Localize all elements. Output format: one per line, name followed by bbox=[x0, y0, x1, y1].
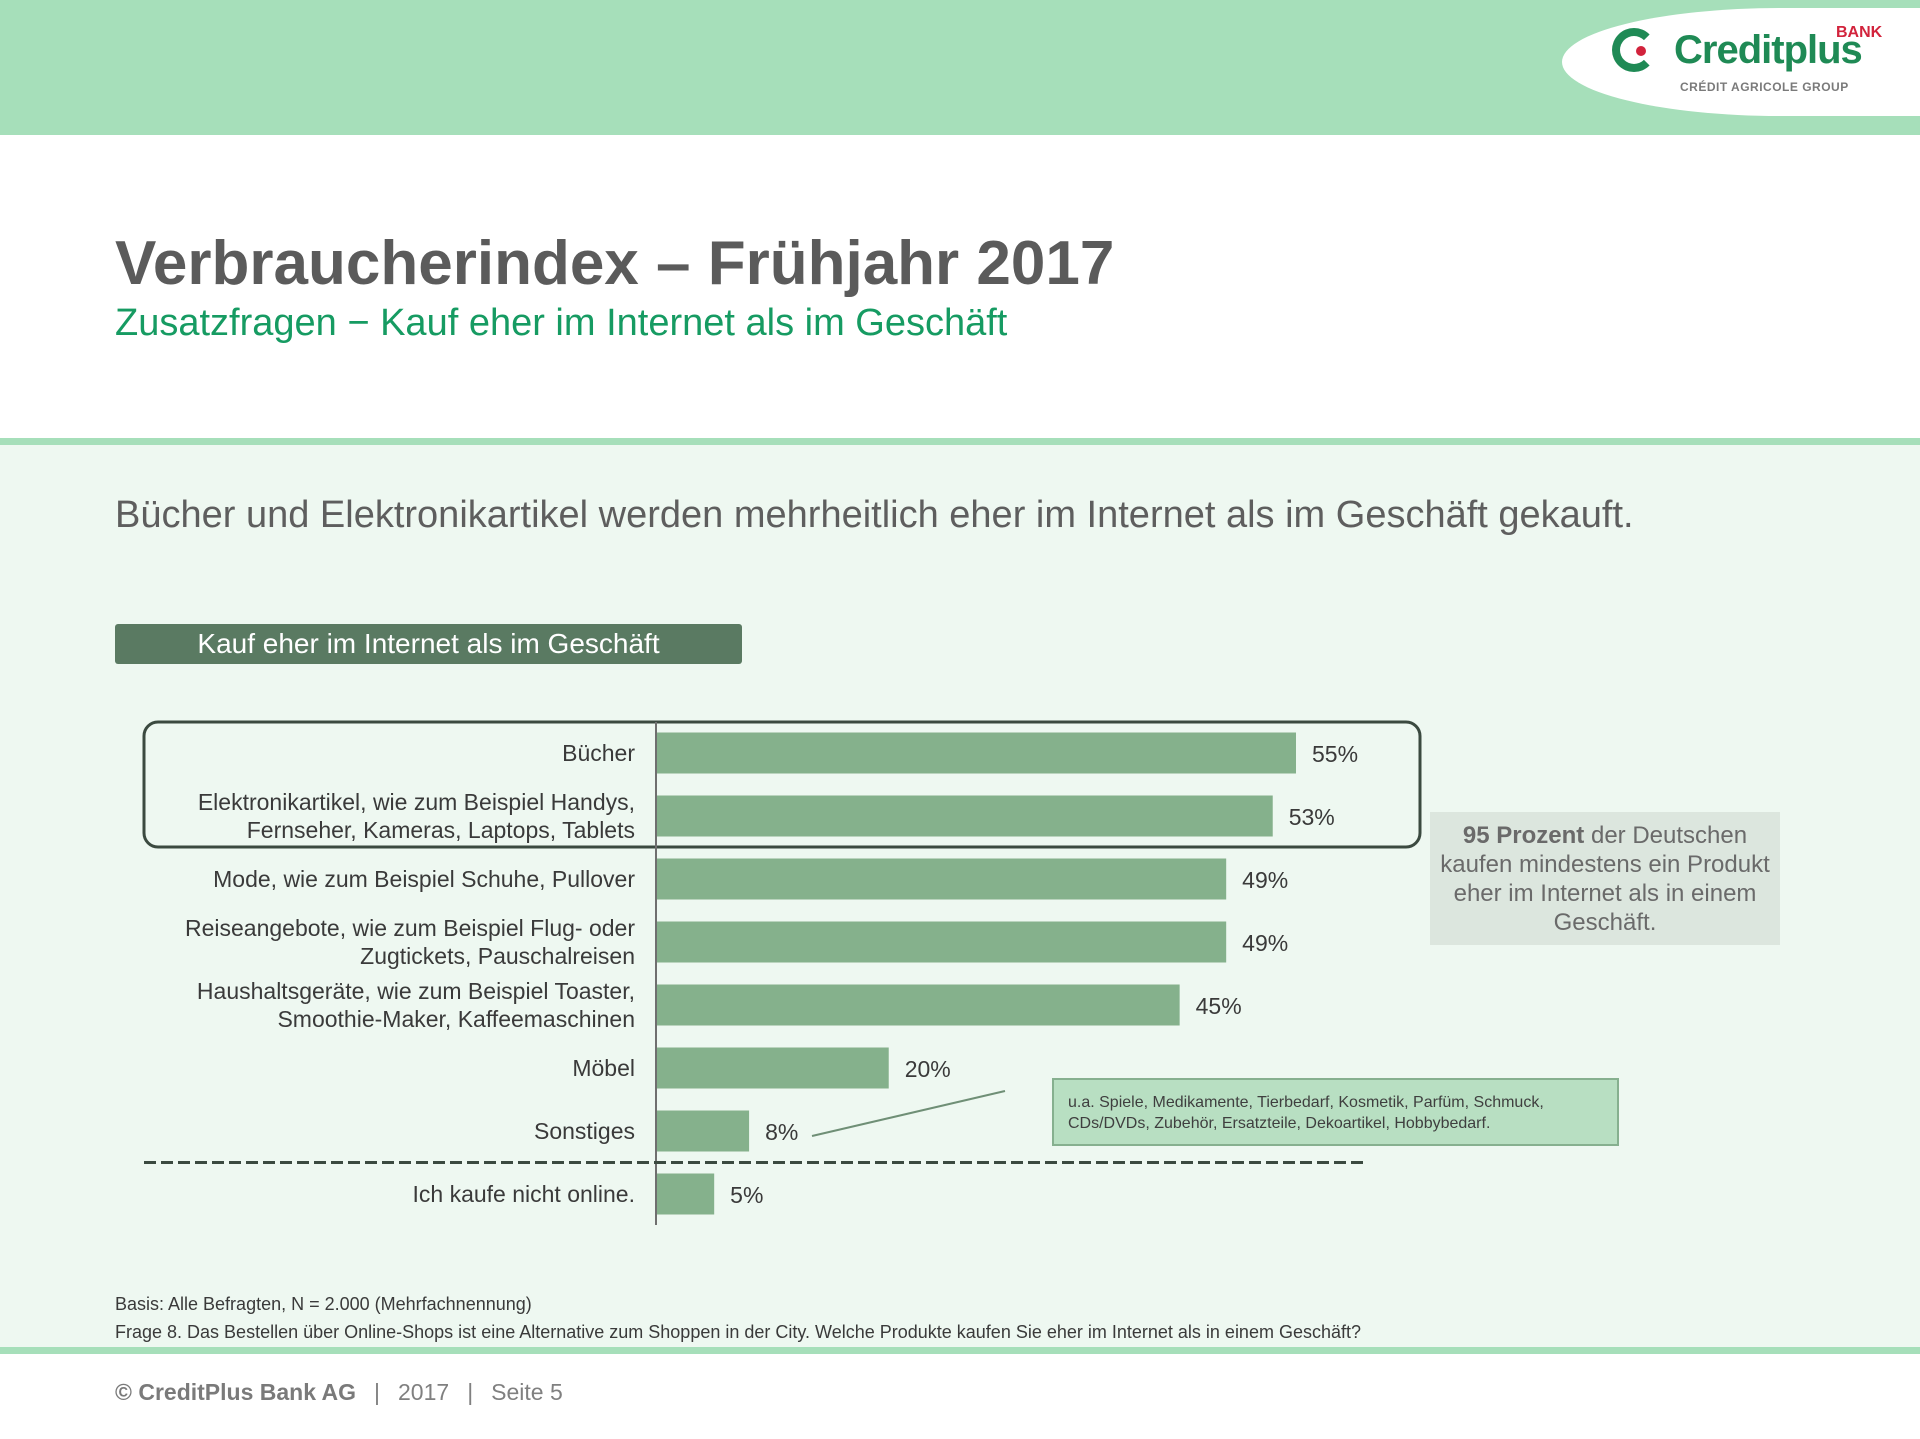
divider-bottom bbox=[0, 1347, 1920, 1354]
divider-top bbox=[0, 438, 1920, 445]
callout-bold: 95 Prozent bbox=[1462, 822, 1585, 849]
category-label: Fernseher, Kameras, Laptops, Tablets bbox=[247, 817, 635, 843]
category-label: Bücher bbox=[562, 740, 635, 766]
callout-text: der Deutschen kaufen mindestens ein Prod… bbox=[1440, 822, 1770, 936]
bar bbox=[656, 984, 1180, 1026]
category-label: Möbel bbox=[572, 1055, 635, 1081]
logo-group: CRÉDIT AGRICOLE GROUP bbox=[1680, 80, 1849, 94]
value-label: 55% bbox=[1312, 741, 1358, 767]
bar bbox=[656, 1047, 889, 1089]
bar bbox=[656, 732, 1296, 774]
note-box: u.a. Spiele, Medikamente, Tierbedarf, Ko… bbox=[1052, 1078, 1619, 1146]
page-title: Verbraucherindex – Frühjahr 2017 bbox=[115, 229, 1115, 298]
highlight-frame bbox=[142, 720, 1422, 849]
value-label: 49% bbox=[1242, 930, 1288, 956]
logo-bank: BANK bbox=[1836, 24, 1883, 41]
value-label: 49% bbox=[1242, 867, 1288, 893]
note-connector-line bbox=[811, 1090, 1006, 1137]
footer-separator: | bbox=[374, 1379, 381, 1405]
creditplus-logo: Creditplus BANK CRÉDIT AGRICOLE GROUP bbox=[1612, 24, 1892, 104]
category-label: Haushaltsgeräte, wie zum Beispiel Toaste… bbox=[197, 978, 635, 1004]
bar bbox=[656, 921, 1227, 963]
category-label: Sonstiges bbox=[534, 1118, 635, 1144]
footer-year: 2017 bbox=[398, 1379, 450, 1405]
footer-copyright: © CreditPlus Bank AG bbox=[115, 1379, 357, 1405]
logo-c-icon bbox=[1612, 28, 1656, 72]
bar bbox=[656, 858, 1227, 900]
category-label: Ich kaufe nicht online. bbox=[413, 1181, 635, 1207]
callout-box: 95 Prozent der Deutschen kaufen mindeste… bbox=[1430, 812, 1780, 945]
logo-name: Creditplus bbox=[1674, 28, 1863, 72]
category-label: Elektronikartikel, wie zum Beispiel Hand… bbox=[198, 789, 635, 815]
bar bbox=[656, 1173, 715, 1215]
footnote-question: Frage 8. Das Bestellen über Online-Shops… bbox=[115, 1322, 1361, 1342]
section-label: Kauf eher im Internet als im Geschäft bbox=[115, 624, 742, 664]
bar bbox=[656, 1110, 750, 1152]
value-label: 8% bbox=[765, 1119, 798, 1145]
category-label: Mode, wie zum Beispiel Schuhe, Pullover bbox=[213, 866, 635, 892]
category-label: Zugtickets, Pauschalreisen bbox=[360, 943, 635, 969]
footer: © CreditPlus Bank AG | 2017 | Seite 5 bbox=[115, 1379, 563, 1406]
value-label: 20% bbox=[905, 1056, 951, 1082]
page-subtitle: Zusatzfragen − Kauf eher im Internet als… bbox=[115, 302, 1008, 344]
logo-dot-icon bbox=[1636, 46, 1646, 56]
footer-page: Seite 5 bbox=[491, 1379, 563, 1405]
headline: Bücher und Elektronikartikel werden mehr… bbox=[115, 494, 1634, 536]
value-label: 45% bbox=[1196, 993, 1242, 1019]
category-label: Reiseangebote, wie zum Beispiel Flug- od… bbox=[185, 915, 635, 941]
bar bbox=[656, 795, 1273, 837]
value-label: 53% bbox=[1289, 804, 1335, 830]
footer-separator: | bbox=[467, 1379, 474, 1405]
footnote-basis: Basis: Alle Befragten, N = 2.000 (Mehrfa… bbox=[115, 1294, 532, 1314]
value-label: 5% bbox=[730, 1182, 763, 1208]
category-label: Smoothie-Maker, Kaffeemaschinen bbox=[277, 1006, 635, 1032]
